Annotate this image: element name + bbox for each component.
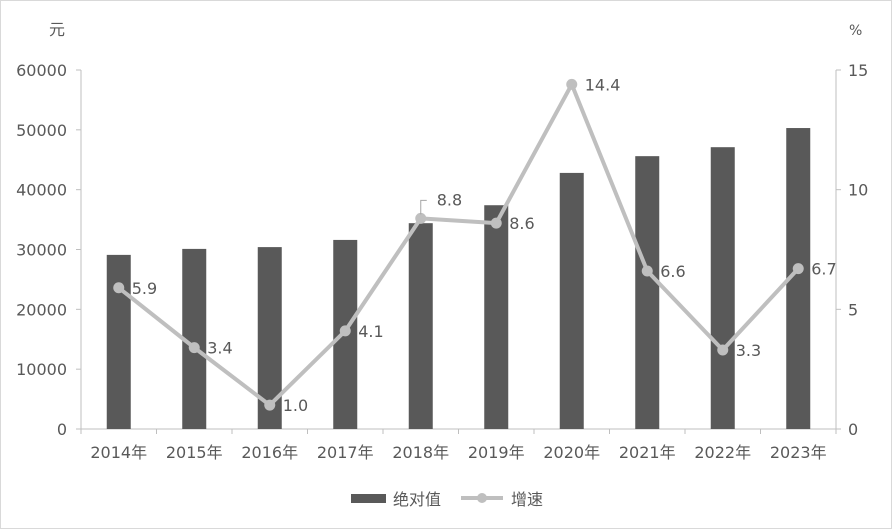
x-tick-label: 2019年 — [468, 443, 525, 462]
growth-data-label: 3.3 — [736, 341, 761, 360]
growth-marker — [415, 212, 427, 224]
legend-label-line: 增速 — [511, 490, 543, 509]
left-axis-unit: 元 — [49, 20, 65, 39]
left-tick-label: 40000 — [16, 181, 67, 200]
x-tick-label: 2022年 — [694, 443, 751, 462]
growth-marker — [113, 282, 125, 294]
bar — [106, 254, 131, 429]
growth-data-label: 1.0 — [283, 396, 308, 415]
growth-data-label: 8.8 — [437, 190, 462, 209]
bar — [559, 172, 584, 429]
x-tick-label: 2017年 — [317, 443, 374, 462]
growth-marker — [490, 217, 502, 229]
legend-label-bar: 绝对值 — [393, 490, 441, 509]
growth-marker — [188, 342, 200, 354]
x-tick-label: 2016年 — [241, 443, 298, 462]
bar — [710, 147, 735, 429]
growth-marker — [792, 263, 804, 275]
growth-data-label: 8.6 — [509, 214, 534, 233]
legend-swatch-marker — [477, 493, 487, 503]
left-tick-label: 10000 — [16, 360, 67, 379]
left-tick-label: 20000 — [16, 300, 67, 319]
growth-marker — [339, 325, 351, 337]
growth-marker — [264, 399, 276, 411]
x-tick-label: 2015年 — [166, 443, 223, 462]
bar — [408, 223, 433, 429]
left-tick-label: 0 — [57, 420, 67, 439]
growth-data-label: 14.4 — [585, 75, 621, 94]
x-tick-label: 2020年 — [543, 443, 600, 462]
label-leader — [420, 199, 427, 215]
growth-data-label: 3.4 — [207, 339, 232, 358]
bar — [484, 205, 509, 429]
left-tick-label: 30000 — [16, 241, 67, 260]
x-tick-label: 2014年 — [90, 443, 147, 462]
left-tick-label: 50000 — [16, 121, 67, 140]
right-axis-unit: % — [849, 23, 862, 39]
x-tick-label: 2023年 — [770, 443, 827, 462]
growth-marker — [566, 78, 578, 90]
growth-data-label: 6.6 — [660, 262, 685, 281]
growth-data-label: 4.1 — [358, 322, 383, 341]
right-tick-label: 10 — [848, 181, 868, 200]
bar — [635, 156, 660, 429]
right-tick-label: 15 — [848, 61, 868, 80]
growth-data-label: 6.7 — [811, 260, 836, 279]
growth-marker — [641, 265, 653, 277]
right-tick-label: 5 — [848, 300, 858, 319]
x-tick-label: 2018年 — [392, 443, 449, 462]
left-tick-label: 60000 — [16, 61, 67, 80]
right-tick-label: 0 — [848, 420, 858, 439]
x-tick-label: 2021年 — [619, 443, 676, 462]
growth-marker — [717, 344, 729, 356]
legend: 绝对值 增速 — [351, 490, 543, 509]
growth-data-label: 5.9 — [132, 279, 157, 298]
growth-line — [117, 82, 800, 408]
legend-swatch-bar — [351, 494, 386, 503]
